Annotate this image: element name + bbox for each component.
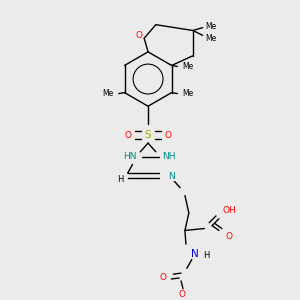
- Text: OH: OH: [223, 206, 236, 214]
- Text: O: O: [159, 272, 166, 281]
- Text: N: N: [191, 249, 199, 259]
- Text: H: H: [203, 251, 209, 260]
- Text: Me: Me: [102, 89, 114, 98]
- Text: S: S: [145, 130, 152, 140]
- Text: O: O: [136, 31, 143, 40]
- Text: O: O: [178, 290, 185, 299]
- Text: NH: NH: [162, 152, 175, 161]
- Text: Me: Me: [205, 34, 216, 43]
- Text: Me: Me: [182, 89, 194, 98]
- Text: Me: Me: [205, 22, 216, 31]
- Text: O: O: [225, 232, 232, 241]
- Text: O: O: [165, 131, 172, 140]
- Text: N: N: [168, 172, 175, 181]
- Text: H: H: [117, 175, 123, 184]
- Text: O: O: [124, 131, 131, 140]
- Text: HN: HN: [123, 152, 136, 161]
- Text: Me: Me: [182, 62, 194, 71]
